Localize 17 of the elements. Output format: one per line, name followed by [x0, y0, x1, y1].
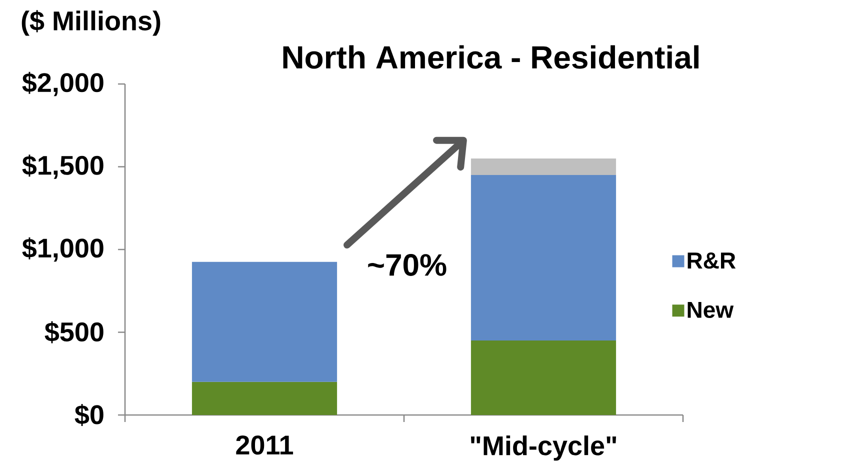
legend-label: New [688, 302, 734, 318]
bar [192, 382, 338, 415]
y-tick-label: $1,500 [22, 154, 104, 179]
annotation: ~70% [368, 254, 446, 276]
y-tick-label: $2,000 [22, 72, 104, 96]
x-tick-label: "Mid-cycle" [470, 436, 616, 461]
legend-label: R&R [688, 252, 736, 269]
y-tick-label: $500 [44, 321, 104, 344]
chart-title: North America - Residential [283, 45, 699, 69]
bar [470, 158, 616, 176]
bar [470, 175, 616, 341]
bar [470, 340, 616, 415]
bar [192, 262, 338, 382]
x-tick-label: 2011 [236, 436, 294, 455]
y-tick-label: $1,000 [22, 237, 104, 262]
y-axis-title: ($ Millions) [22, 10, 160, 36]
y-tick-label: $0 [74, 404, 104, 426]
